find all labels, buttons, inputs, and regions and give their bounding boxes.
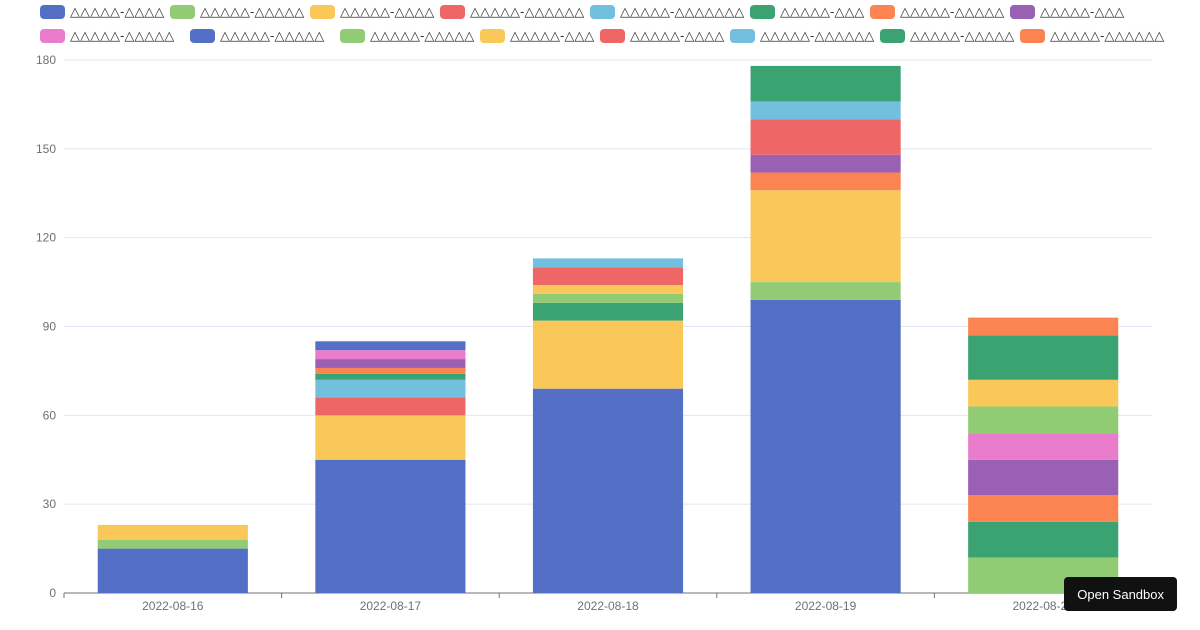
legend-item[interactable]: △△△△△-△△△△ — [600, 28, 724, 44]
legend-swatch — [590, 5, 615, 19]
legend-item[interactable]: △△△△△-△△△△△ — [40, 28, 174, 44]
bar-segment — [315, 415, 466, 460]
bar-segment — [750, 172, 901, 191]
bar-segment — [968, 406, 1119, 434]
bar-segment — [750, 299, 901, 593]
legend-label: △△△△△-△△△△ — [70, 4, 165, 19]
y-tick-label: 180 — [36, 53, 56, 67]
bar-segment — [968, 379, 1119, 407]
bar-segment — [750, 282, 901, 300]
legend-item[interactable]: △△△△△-△△△ — [480, 28, 594, 44]
legend-item[interactable]: △△△△△-△△△ — [750, 4, 864, 20]
legend-item[interactable]: △△△△△-△△△△△△△ — [590, 4, 744, 20]
legend-swatch — [750, 5, 775, 19]
y-tick-label: 150 — [36, 142, 56, 156]
legend-swatch — [480, 29, 505, 43]
legend-label: △△△△△-△△△△△△ — [1050, 28, 1165, 43]
bar-segment — [750, 101, 901, 120]
legend-label: △△△△△-△△△△ — [630, 28, 725, 43]
bar-segment — [315, 373, 466, 380]
x-tick-label: 2022-08-19 — [795, 599, 857, 613]
legend-label: △△△△△-△△△ — [780, 4, 865, 19]
bar-segment — [750, 65, 901, 102]
bar-segment — [532, 388, 684, 593]
legend-label: △△△△△-△△△△△ — [70, 28, 175, 43]
legend-label: △△△△△-△△△ — [1040, 4, 1125, 19]
legend-swatch — [170, 5, 195, 19]
open-sandbox-button[interactable]: Open Sandbox — [1064, 577, 1177, 611]
legend-item[interactable]: △△△△△-△△△△△ — [170, 4, 304, 20]
legend-swatch — [40, 29, 65, 43]
legend-item[interactable]: △△△△△-△△△△△△ — [730, 28, 874, 44]
bar-segment — [315, 359, 466, 368]
legend-label: △△△△△-△△△△△ — [910, 28, 1015, 43]
legend-label: △△△△△-△△△△△△△ — [620, 4, 745, 19]
bar-segment — [750, 154, 901, 173]
legend-label: △△△△△-△△△△△ — [900, 4, 1005, 19]
bar-segment — [315, 350, 466, 360]
bar-segment — [532, 302, 684, 321]
bar-segment — [968, 335, 1119, 380]
bar-segment — [97, 539, 248, 549]
bar-segment — [532, 285, 684, 294]
bar-segment — [968, 433, 1119, 460]
legend-item[interactable]: △△△△△-△△△△△△ — [440, 4, 584, 20]
legend-swatch — [870, 5, 895, 19]
legend-swatch — [880, 29, 905, 43]
legend-label: △△△△△-△△△△△ — [370, 28, 475, 43]
legend-swatch — [730, 29, 755, 43]
bar-segment — [315, 341, 466, 351]
legend-item[interactable]: △△△△△-△△△△△ — [190, 28, 324, 44]
bar-segment — [968, 317, 1119, 336]
legend-label: △△△△△-△△△△△ — [220, 28, 325, 43]
x-tick-label: 2022-08-20 — [1013, 599, 1075, 613]
bar-segment — [968, 521, 1119, 558]
legend-item[interactable]: △△△△△-△△△△ — [310, 4, 434, 20]
legend-swatch — [40, 5, 65, 19]
legend-item[interactable]: △△△△△-△△△ — [1010, 4, 1124, 20]
y-tick-label: 30 — [43, 497, 57, 511]
legend-label: △△△△△-△△△ — [510, 28, 595, 43]
legend-label: △△△△△-△△△△△△ — [470, 4, 585, 19]
legend-item[interactable]: △△△△△-△△△△△△ — [1020, 28, 1164, 44]
bar-segment — [97, 524, 248, 540]
x-tick-label: 2022-08-17 — [360, 599, 422, 613]
y-tick-label: 60 — [43, 408, 57, 422]
legend-swatch — [1010, 5, 1035, 19]
legend-swatch — [440, 5, 465, 19]
legend-item[interactable]: △△△△△-△△△△△ — [340, 28, 474, 44]
bar-segment — [750, 119, 901, 155]
x-tick-label: 2022-08-16 — [142, 599, 204, 613]
bar-segment — [968, 495, 1119, 522]
legend-label: △△△△△-△△△△ — [340, 4, 435, 19]
legend-item[interactable]: △△△△△-△△△△ — [40, 4, 164, 20]
y-tick-label: 120 — [36, 231, 56, 245]
bar-segment — [532, 258, 684, 268]
legend-swatch — [600, 29, 625, 43]
legend-label: △△△△△-△△△△△ — [200, 4, 305, 19]
legend-swatch — [340, 29, 365, 43]
bar-segment — [968, 459, 1119, 496]
legend-swatch — [310, 5, 335, 19]
bar-segment — [750, 190, 901, 283]
bar-segment — [532, 293, 684, 303]
bar-segment — [97, 548, 248, 593]
bar-segment — [315, 459, 466, 593]
bar-segment — [315, 367, 466, 374]
bar-segment — [532, 320, 684, 389]
legend-item[interactable]: △△△△△-△△△△△ — [870, 4, 1004, 20]
legend-label: △△△△△-△△△△△△ — [760, 28, 875, 43]
x-tick-label: 2022-08-18 — [577, 599, 639, 613]
y-tick-label: 0 — [49, 586, 56, 600]
legend-swatch — [190, 29, 215, 43]
legend-item[interactable]: △△△△△-△△△△△ — [880, 28, 1014, 44]
bar-segment — [315, 397, 466, 416]
legend-swatch — [1020, 29, 1045, 43]
y-tick-label: 90 — [43, 320, 57, 334]
bar-segment — [315, 379, 466, 398]
bar-segment — [532, 267, 684, 286]
